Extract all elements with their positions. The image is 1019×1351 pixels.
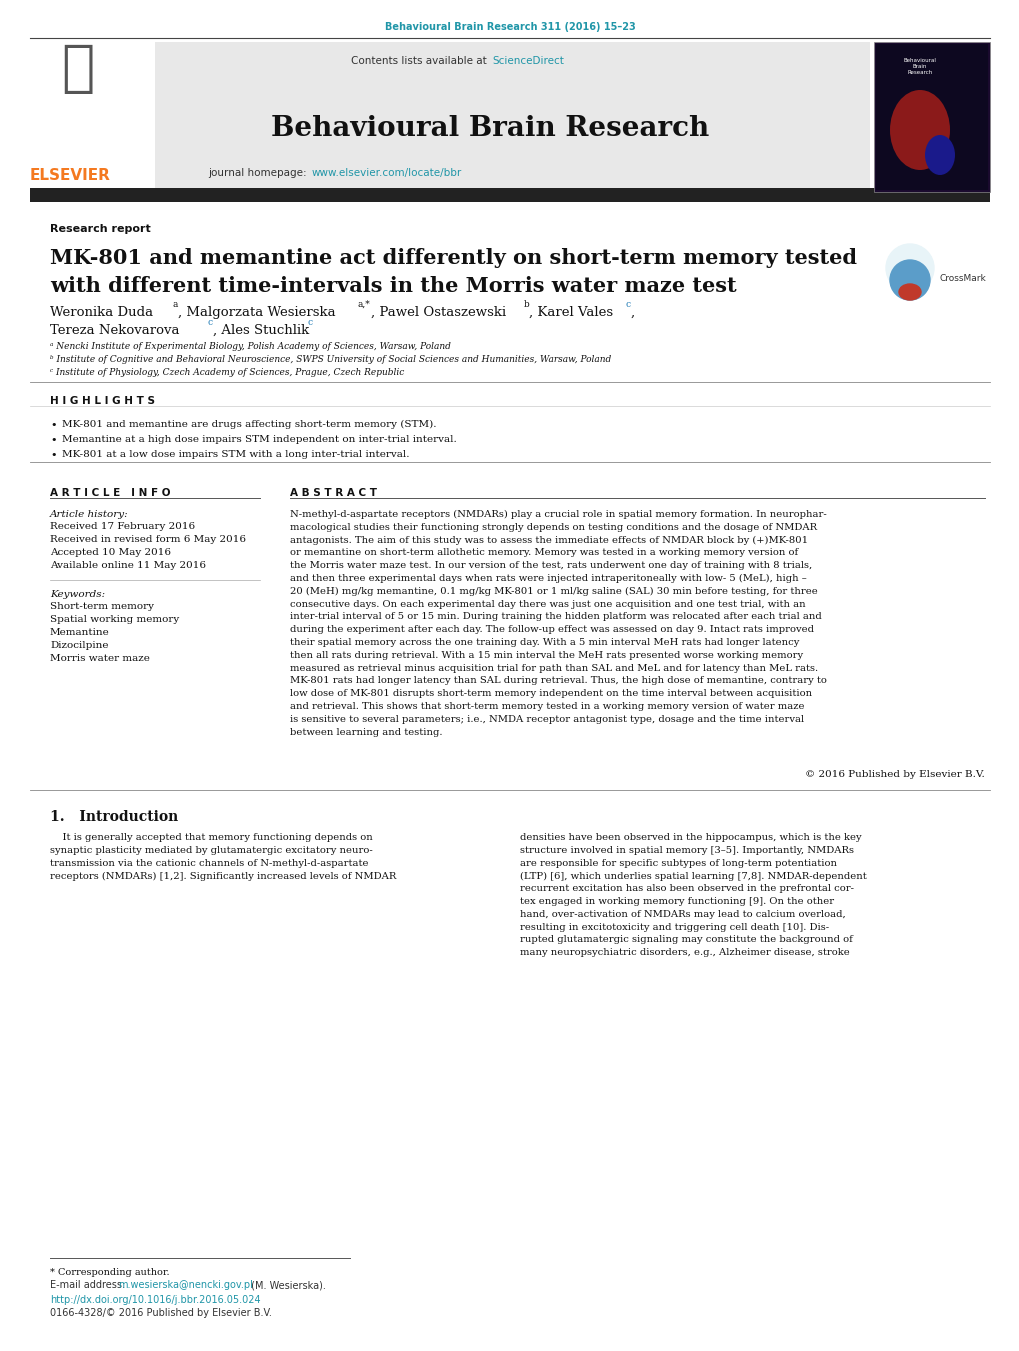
- Text: rupted glutamatergic signaling may constitute the background of: rupted glutamatergic signaling may const…: [520, 935, 852, 944]
- Text: receptors (NMDARs) [1,2]. Significantly increased levels of NMDAR: receptors (NMDARs) [1,2]. Significantly …: [50, 871, 396, 881]
- Text: , Pawel Ostaszewski: , Pawel Ostaszewski: [371, 305, 505, 319]
- Text: ᵃ Nencki Institute of Experimental Biology, Polish Academy of Sciences, Warsaw, : ᵃ Nencki Institute of Experimental Biolo…: [50, 342, 450, 351]
- Text: are responsible for specific subtypes of long-term potentiation: are responsible for specific subtypes of…: [520, 859, 837, 867]
- Text: Available online 11 May 2016: Available online 11 May 2016: [50, 561, 206, 570]
- Text: Article history:: Article history:: [50, 509, 128, 519]
- Text: , Malgorzata Wesierska: , Malgorzata Wesierska: [178, 305, 335, 319]
- Text: many neuropsychiatric disorders, e.g., Alzheimer disease, stroke: many neuropsychiatric disorders, e.g., A…: [520, 948, 849, 958]
- Text: during the experiment after each day. The follow-up effect was assessed on day 9: during the experiment after each day. Th…: [289, 626, 813, 634]
- Text: MK-801 and memantine act differently on short-term memory tested: MK-801 and memantine act differently on …: [50, 249, 856, 267]
- Text: Accepted 10 May 2016: Accepted 10 May 2016: [50, 549, 171, 557]
- Text: low dose of MK-801 disrupts short-term memory independent on the time interval b: low dose of MK-801 disrupts short-term m…: [289, 689, 811, 698]
- Text: macological studies their functioning strongly depends on testing conditions and: macological studies their functioning st…: [289, 523, 816, 532]
- Ellipse shape: [924, 135, 954, 176]
- Text: hand, over-activation of NMDARs may lead to calcium overload,: hand, over-activation of NMDARs may lead…: [520, 909, 845, 919]
- Text: Memantine at a high dose impairs STM independent on inter-trial interval.: Memantine at a high dose impairs STM ind…: [62, 435, 457, 444]
- Text: ELSEVIER: ELSEVIER: [30, 168, 111, 182]
- Text: 0166-4328/© 2016 Published by Elsevier B.V.: 0166-4328/© 2016 Published by Elsevier B…: [50, 1308, 272, 1319]
- Text: Received 17 February 2016: Received 17 February 2016: [50, 521, 195, 531]
- Text: Behavioural Brain Research: Behavioural Brain Research: [271, 115, 708, 142]
- Text: recurrent excitation has also been observed in the prefrontal cor-: recurrent excitation has also been obser…: [520, 884, 853, 893]
- Text: Weronika Duda: Weronika Duda: [50, 305, 153, 319]
- Ellipse shape: [898, 284, 920, 300]
- Text: Behavioural Brain Research 311 (2016) 15–23: Behavioural Brain Research 311 (2016) 15…: [384, 22, 635, 32]
- Text: www.elsevier.com/locate/bbr: www.elsevier.com/locate/bbr: [312, 168, 462, 178]
- Text: is sensitive to several parameters; i.e., NMDA receptor antagonist type, dosage : is sensitive to several parameters; i.e.…: [289, 715, 803, 724]
- Text: m.wesierska@nencki.gov.pl: m.wesierska@nencki.gov.pl: [118, 1279, 253, 1290]
- Text: with different time-intervals in the Morris water maze test: with different time-intervals in the Mor…: [50, 276, 736, 296]
- Bar: [875, 45, 987, 190]
- Text: ᶜ Institute of Physiology, Czech Academy of Sciences, Prague, Czech Republic: ᶜ Institute of Physiology, Czech Academy…: [50, 367, 404, 377]
- Text: ,: ,: [631, 305, 635, 319]
- Text: or memantine on short-term allothetic memory. Memory was tested in a working mem: or memantine on short-term allothetic me…: [289, 549, 798, 558]
- Text: c: c: [208, 317, 213, 327]
- Text: CrossMark: CrossMark: [940, 274, 985, 282]
- Text: synaptic plasticity mediated by glutamatergic excitatory neuro-: synaptic plasticity mediated by glutamat…: [50, 846, 372, 855]
- Text: N-methyl-d-aspartate receptors (NMDARs) play a crucial role in spatial memory fo: N-methyl-d-aspartate receptors (NMDARs) …: [289, 509, 826, 519]
- Text: (M. Wesierska).: (M. Wesierska).: [248, 1279, 325, 1290]
- Text: Contents lists available at: Contents lists available at: [351, 55, 489, 66]
- Text: Morris water maze: Morris water maze: [50, 654, 150, 663]
- Text: structure involved in spatial memory [3–5]. Importantly, NMDARs: structure involved in spatial memory [3–…: [520, 846, 853, 855]
- Text: •: •: [50, 420, 56, 430]
- Text: consecutive days. On each experimental day there was just one acquisition and on: consecutive days. On each experimental d…: [289, 600, 805, 608]
- Text: * Corresponding author.: * Corresponding author.: [50, 1269, 169, 1277]
- Text: tex engaged in working memory functioning [9]. On the other: tex engaged in working memory functionin…: [520, 897, 834, 907]
- Text: •: •: [50, 435, 56, 444]
- Text: Received in revised form 6 May 2016: Received in revised form 6 May 2016: [50, 535, 246, 544]
- Text: journal homepage:: journal homepage:: [208, 168, 310, 178]
- Text: •: •: [50, 450, 56, 459]
- Text: then all rats during retrieval. With a 15 min interval the MeH rats presented wo: then all rats during retrieval. With a 1…: [289, 651, 802, 659]
- Bar: [30, 188, 989, 203]
- Text: and then three experimental days when rats were injected intraperitoneally with : and then three experimental days when ra…: [289, 574, 806, 584]
- Text: A B S T R A C T: A B S T R A C T: [289, 488, 377, 499]
- Text: E-mail address:: E-mail address:: [50, 1279, 128, 1290]
- Text: H I G H L I G H T S: H I G H L I G H T S: [50, 396, 155, 407]
- Text: resulting in excitotoxicity and triggering cell death [10]. Dis-: resulting in excitotoxicity and triggeri…: [520, 923, 828, 932]
- Text: Spatial working memory: Spatial working memory: [50, 615, 179, 624]
- Text: ScienceDirect: ScienceDirect: [491, 55, 564, 66]
- Text: antagonists. The aim of this study was to assess the immediate effects of NMDAR : antagonists. The aim of this study was t…: [289, 535, 807, 544]
- Text: © 2016 Published by Elsevier B.V.: © 2016 Published by Elsevier B.V.: [804, 770, 984, 780]
- Text: It is generally accepted that memory functioning depends on: It is generally accepted that memory fun…: [50, 834, 372, 842]
- Text: c: c: [308, 317, 313, 327]
- Text: Memantine: Memantine: [50, 628, 110, 638]
- Text: MK-801 rats had longer latency than SAL during retrieval. Thus, the high dose of: MK-801 rats had longer latency than SAL …: [289, 677, 826, 685]
- Text: 1.   Introduction: 1. Introduction: [50, 811, 178, 824]
- Text: , Ales Stuchlik: , Ales Stuchlik: [213, 324, 309, 336]
- Text: Dizocilpine: Dizocilpine: [50, 640, 108, 650]
- Text: and retrieval. This shows that short-term memory tested in a working memory vers: and retrieval. This shows that short-ter…: [289, 703, 804, 711]
- Text: (LTP) [6], which underlies spatial learning [7,8]. NMDAR-dependent: (LTP) [6], which underlies spatial learn…: [520, 871, 866, 881]
- Text: densities have been observed in the hippocampus, which is the key: densities have been observed in the hipp…: [520, 834, 861, 842]
- Text: a,*: a,*: [358, 300, 370, 309]
- Text: measured as retrieval minus acquisition trial for path than SAL and MeL and for : measured as retrieval minus acquisition …: [289, 663, 817, 673]
- Text: transmission via the cationic channels of N-methyl-d-aspartate: transmission via the cationic channels o…: [50, 859, 368, 867]
- Text: Research report: Research report: [50, 224, 151, 234]
- Text: the Morris water maze test. In our version of the test, rats underwent one day o: the Morris water maze test. In our versi…: [289, 561, 811, 570]
- Text: ᵇ Institute of Cognitive and Behavioral Neuroscience, SWPS University of Social : ᵇ Institute of Cognitive and Behavioral …: [50, 355, 610, 363]
- Text: c: c: [626, 300, 631, 309]
- Text: Keywords:: Keywords:: [50, 590, 105, 598]
- Text: http://dx.doi.org/10.1016/j.bbr.2016.05.024: http://dx.doi.org/10.1016/j.bbr.2016.05.…: [50, 1296, 261, 1305]
- Circle shape: [890, 259, 929, 300]
- Text: MK-801 and memantine are drugs affecting short-term memory (STM).: MK-801 and memantine are drugs affecting…: [62, 420, 436, 430]
- Ellipse shape: [890, 91, 949, 170]
- Text: 20 (MeH) mg/kg memantine, 0.1 mg/kg MK-801 or 1 ml/kg saline (SAL) 30 min before: 20 (MeH) mg/kg memantine, 0.1 mg/kg MK-8…: [289, 586, 817, 596]
- Bar: [873, 42, 989, 192]
- Text: Tereza Nekovarova: Tereza Nekovarova: [50, 324, 179, 336]
- Text: A R T I C L E   I N F O: A R T I C L E I N F O: [50, 488, 170, 499]
- Text: 🌿: 🌿: [61, 42, 95, 96]
- Circle shape: [886, 245, 933, 292]
- Text: MK-801 at a low dose impairs STM with a long inter-trial interval.: MK-801 at a low dose impairs STM with a …: [62, 450, 409, 459]
- Text: Short-term memory: Short-term memory: [50, 603, 154, 611]
- Text: inter-trial interval of 5 or 15 min. During training the hidden platform was rel: inter-trial interval of 5 or 15 min. Dur…: [289, 612, 821, 621]
- Text: , Karel Vales: , Karel Vales: [529, 305, 612, 319]
- Text: between learning and testing.: between learning and testing.: [289, 728, 442, 736]
- Text: b: b: [524, 300, 529, 309]
- Text: a: a: [173, 300, 178, 309]
- Text: Behavioural
Brain
Research: Behavioural Brain Research: [903, 58, 935, 74]
- Text: their spatial memory across the one training day. With a 5 min interval MeH rats: their spatial memory across the one trai…: [289, 638, 799, 647]
- Bar: [155, 42, 869, 190]
